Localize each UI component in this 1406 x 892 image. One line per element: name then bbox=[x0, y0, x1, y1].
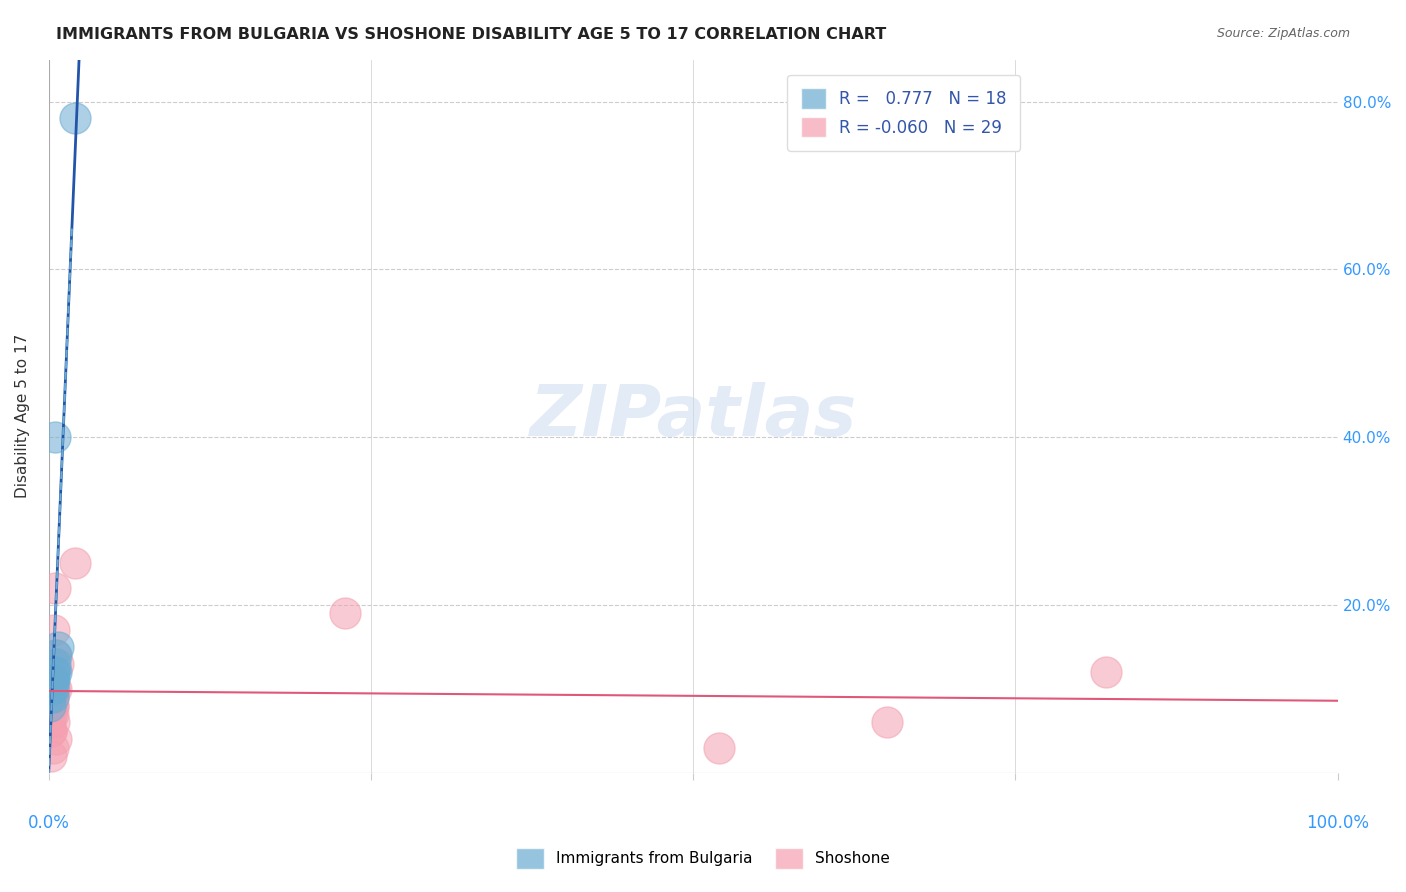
Point bbox=[41, 698, 63, 713]
Point bbox=[41, 681, 63, 696]
Point bbox=[39, 715, 62, 730]
Point bbox=[44, 657, 66, 671]
Point bbox=[1094, 665, 1116, 679]
Point bbox=[42, 665, 65, 679]
Point bbox=[41, 673, 63, 688]
Point bbox=[39, 698, 62, 713]
Point bbox=[42, 681, 65, 696]
Point bbox=[42, 665, 65, 679]
Text: 0.0%: 0.0% bbox=[28, 814, 70, 832]
Point bbox=[41, 706, 63, 721]
Point bbox=[41, 690, 63, 705]
Point bbox=[41, 673, 63, 688]
Point bbox=[44, 430, 66, 444]
Point bbox=[46, 640, 69, 654]
Point bbox=[44, 581, 66, 595]
Text: IMMIGRANTS FROM BULGARIA VS SHOSHONE DISABILITY AGE 5 TO 17 CORRELATION CHART: IMMIGRANTS FROM BULGARIA VS SHOSHONE DIS… bbox=[56, 27, 887, 42]
Point bbox=[41, 723, 63, 738]
Point bbox=[41, 690, 63, 705]
Point bbox=[41, 690, 63, 705]
Point bbox=[45, 681, 67, 696]
Point bbox=[41, 723, 63, 738]
Text: 100.0%: 100.0% bbox=[1306, 814, 1369, 832]
Point bbox=[63, 556, 86, 570]
Point bbox=[42, 673, 65, 688]
Point bbox=[41, 673, 63, 688]
Point bbox=[41, 690, 63, 705]
Point bbox=[41, 681, 63, 696]
Legend: Immigrants from Bulgaria, Shoshone: Immigrants from Bulgaria, Shoshone bbox=[510, 841, 896, 875]
Point bbox=[335, 607, 357, 621]
Point bbox=[44, 648, 66, 663]
Point bbox=[876, 715, 898, 730]
Point bbox=[45, 665, 67, 679]
Point bbox=[41, 706, 63, 721]
Point bbox=[42, 681, 65, 696]
Point bbox=[707, 740, 730, 755]
Y-axis label: Disability Age 5 to 17: Disability Age 5 to 17 bbox=[15, 334, 30, 499]
Point bbox=[41, 681, 63, 696]
Point bbox=[41, 740, 63, 755]
Text: Source: ZipAtlas.com: Source: ZipAtlas.com bbox=[1216, 27, 1350, 40]
Point bbox=[42, 665, 65, 679]
Point bbox=[41, 681, 63, 696]
Point bbox=[45, 648, 67, 663]
Point bbox=[45, 732, 67, 747]
Point bbox=[42, 715, 65, 730]
Point bbox=[41, 698, 63, 713]
Point bbox=[42, 623, 65, 637]
Point bbox=[41, 748, 63, 763]
Point bbox=[63, 112, 86, 126]
Text: ZIPatlas: ZIPatlas bbox=[530, 382, 856, 450]
Point bbox=[46, 657, 69, 671]
Point bbox=[41, 698, 63, 713]
Point bbox=[39, 690, 62, 705]
Legend: R =   0.777   N = 18, R = -0.060   N = 29: R = 0.777 N = 18, R = -0.060 N = 29 bbox=[787, 75, 1019, 151]
